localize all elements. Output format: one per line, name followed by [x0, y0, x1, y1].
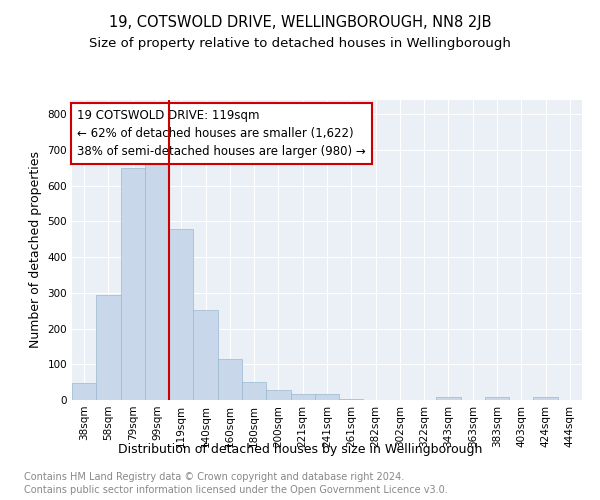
Bar [533, 397, 558, 400]
Bar [121, 168, 145, 400]
Text: Distribution of detached houses by size in Wellingborough: Distribution of detached houses by size … [118, 442, 482, 456]
Text: Contains public sector information licensed under the Open Government Licence v3: Contains public sector information licen… [24, 485, 448, 495]
Bar [242, 382, 266, 400]
Bar [169, 229, 193, 400]
Bar [266, 390, 290, 400]
Bar [193, 310, 218, 400]
Bar [436, 397, 461, 400]
Bar [72, 383, 96, 400]
Text: 19 COTSWOLD DRIVE: 119sqm
← 62% of detached houses are smaller (1,622)
38% of se: 19 COTSWOLD DRIVE: 119sqm ← 62% of detac… [77, 109, 366, 158]
Text: Contains HM Land Registry data © Crown copyright and database right 2024.: Contains HM Land Registry data © Crown c… [24, 472, 404, 482]
Bar [96, 296, 121, 400]
Bar [315, 394, 339, 400]
Text: 19, COTSWOLD DRIVE, WELLINGBOROUGH, NN8 2JB: 19, COTSWOLD DRIVE, WELLINGBOROUGH, NN8 … [109, 15, 491, 30]
Bar [145, 162, 169, 400]
Bar [485, 397, 509, 400]
Bar [290, 394, 315, 400]
Text: Size of property relative to detached houses in Wellingborough: Size of property relative to detached ho… [89, 38, 511, 51]
Bar [218, 360, 242, 400]
Bar [339, 399, 364, 400]
Y-axis label: Number of detached properties: Number of detached properties [29, 152, 42, 348]
